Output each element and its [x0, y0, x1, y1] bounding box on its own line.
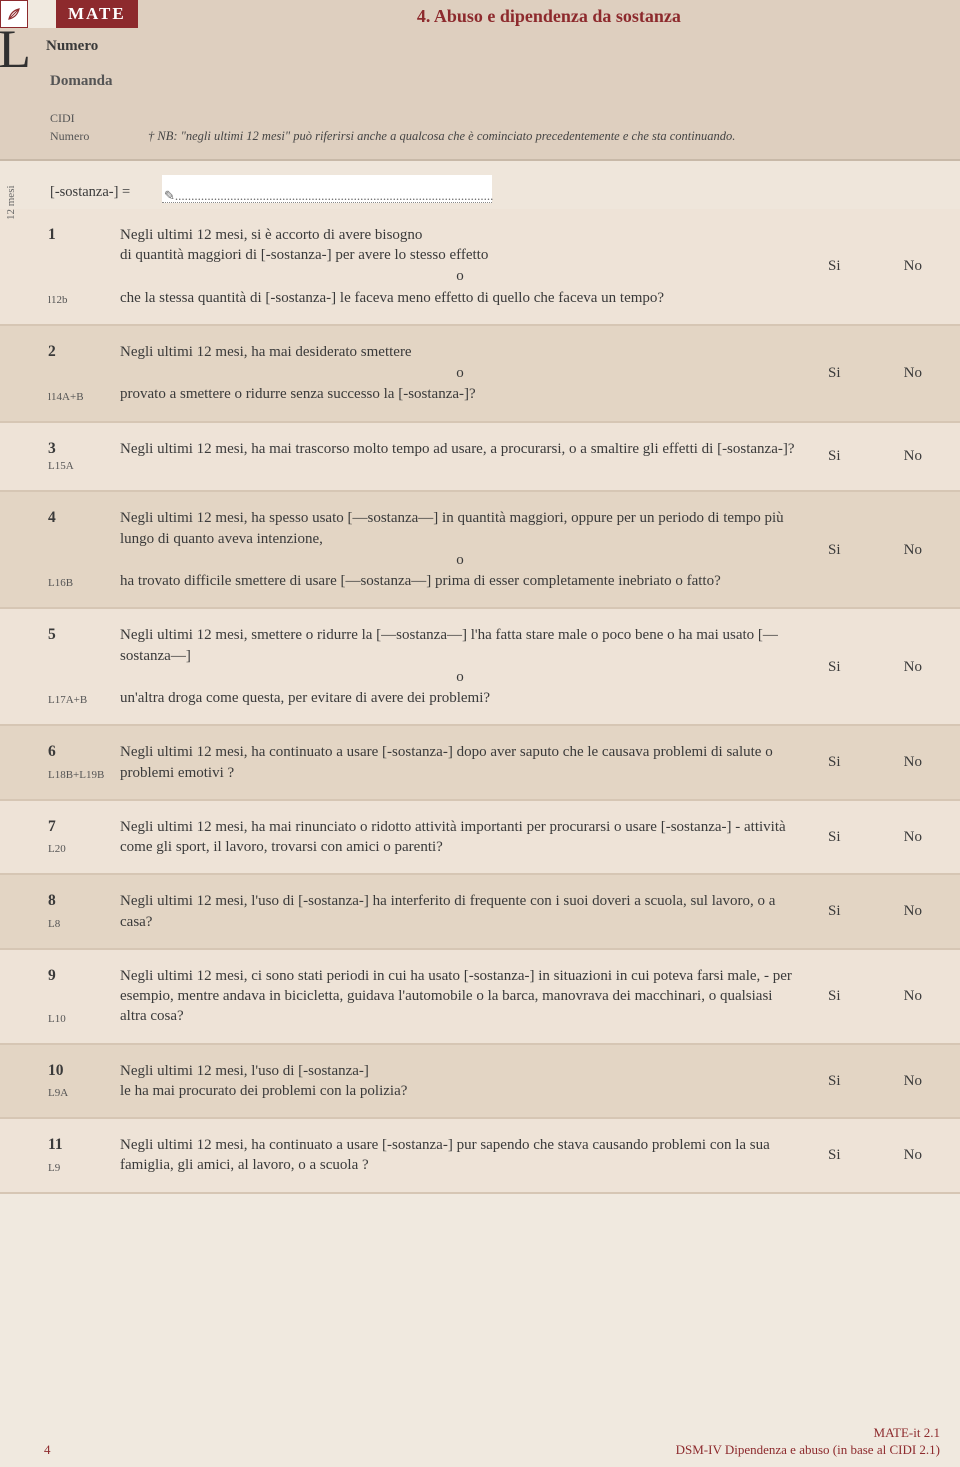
question-number: 6 [48, 742, 120, 763]
top-bar: MATE 4. Abuso e dipendenza da sostanza [0, 0, 960, 28]
question-code: L17A+B [48, 693, 120, 708]
question-row: 10 L9ANegli ultimi 12 mesi, l'uso di [-so… [0, 1045, 960, 1120]
question-row: 5 L17A+BNegli ultimi 12 mesi, smettere o … [0, 609, 960, 726]
domanda-label: Domanda [50, 70, 128, 93]
question-text: Negli ultimi 12 mesi, ha mai trascorso m… [120, 439, 810, 475]
cidi-label: CIDI [50, 109, 128, 127]
question-row: 3L15ANegli ultimi 12 mesi, ha mai trasco… [0, 423, 960, 493]
answer-yes[interactable]: Si [828, 752, 841, 772]
footer-line2: DSM-IV Dipendenza e abuso (in base al CI… [676, 1441, 940, 1459]
answer-no[interactable]: No [904, 901, 922, 921]
answer-yes[interactable]: Si [828, 256, 841, 276]
side-tab: 12 mesi [4, 185, 19, 220]
logo: MATE [56, 0, 138, 28]
answer-yes[interactable]: Si [828, 446, 841, 466]
answer-no[interactable]: No [904, 1071, 922, 1091]
answer-no[interactable]: No [904, 363, 922, 383]
question-number: 5 [48, 625, 120, 646]
question-row: 9 L10Negli ultimi 12 mesi, ci sono stati … [0, 950, 960, 1045]
question-code: L9A [48, 1086, 120, 1101]
answer-no[interactable]: No [904, 1145, 922, 1165]
question-list: 1 l12bNegli ultimi 12 mesi, si è accorto … [0, 209, 960, 1194]
answer-yes[interactable]: Si [828, 827, 841, 847]
question-code: L16B [48, 576, 120, 591]
question-row: 8 L8Negli ultimi 12 mesi, l'uso di [-sost… [0, 875, 960, 950]
answer-no[interactable]: No [904, 986, 922, 1006]
question-text: Negli ultimi 12 mesi, si è accorto di av… [120, 225, 810, 308]
question-row: 11 L9Negli ultimi 12 mesi, ha continuato … [0, 1119, 960, 1194]
question-code: L15A [48, 459, 120, 474]
footer-line1: MATE-it 2.1 [676, 1424, 940, 1442]
big-letter: L [0, 22, 31, 76]
footer: 4 MATE-it 2.1 DSM-IV Dipendenza e abuso … [0, 1424, 960, 1459]
answer-no[interactable]: No [904, 446, 922, 466]
question-row: 6 L18B+L19BNegli ultimi 12 mesi, ha conti… [0, 726, 960, 801]
sostanza-label: [-sostanza-] = [50, 183, 150, 203]
question-number: 9 [48, 966, 120, 987]
question-text: Negli ultimi 12 mesi, ha mai desiderato … [120, 342, 810, 405]
question-text: Negli ultimi 12 mesi, ci sono stati peri… [120, 966, 810, 1027]
sostanza-row: [-sostanza-] = ✎........................… [0, 161, 960, 209]
answer-no[interactable]: No [904, 657, 922, 677]
answer-yes[interactable]: Si [828, 657, 841, 677]
answer-yes[interactable]: Si [828, 986, 841, 1006]
question-text: Negli ultimi 12 mesi, l'uso di [-sostanz… [120, 891, 810, 932]
question-text: Negli ultimi 12 mesi, ha continuato a us… [120, 1135, 810, 1176]
question-code: L18B+L19B [48, 768, 120, 783]
question-row: 4 L16BNegli ultimi 12 mesi, ha spesso usa… [0, 492, 960, 609]
question-row: 2 l14A+BNegli ultimi 12 mesi, ha mai desi… [0, 326, 960, 423]
section-title: 4. Abuso e dipendenza da sostanza [138, 0, 960, 28]
page-number: 4 [44, 1441, 51, 1459]
answer-yes[interactable]: Si [828, 1071, 841, 1091]
question-text: Negli ultimi 12 mesi, ha continuato a us… [120, 742, 810, 783]
question-code: L8 [48, 917, 120, 932]
question-text: Negli ultimi 12 mesi, ha spesso usato [—… [120, 508, 810, 591]
question-number: 10 [48, 1061, 120, 1082]
answer-yes[interactable]: Si [828, 901, 841, 921]
question-text: Negli ultimi 12 mesi, smettere o ridurre… [120, 625, 810, 708]
answer-yes[interactable]: Si [828, 363, 841, 383]
sostanza-input[interactable] [162, 175, 492, 203]
question-number: 8 [48, 891, 120, 912]
question-code: l12b [48, 293, 120, 308]
question-text: Negli ultimi 12 mesi, ha mai rinunciato … [120, 817, 810, 858]
answer-no[interactable]: No [904, 540, 922, 560]
question-row: 1 l12bNegli ultimi 12 mesi, si è accorto … [0, 209, 960, 326]
question-row: 7 L20Negli ultimi 12 mesi, ha mai rinunci… [0, 801, 960, 876]
question-code: L9 [48, 1161, 120, 1176]
question-number: 3 [48, 439, 120, 460]
numero-label: Numero [46, 36, 940, 56]
answer-no[interactable]: No [904, 256, 922, 276]
question-code: L20 [48, 842, 120, 857]
answer-yes[interactable]: Si [828, 540, 841, 560]
question-code: l14A+B [48, 390, 120, 405]
header-block: Numero Domanda CIDI Numero † NB: "negli … [0, 28, 960, 161]
cidi-numero-label: Numero [50, 127, 128, 145]
question-text: Negli ultimi 12 mesi, l'uso di [-sostanz… [120, 1061, 810, 1102]
question-number: 4 [48, 508, 120, 529]
answer-no[interactable]: No [904, 827, 922, 847]
answer-no[interactable]: No [904, 752, 922, 772]
header-note: † NB: "negli ultimi 12 mesi" può riferir… [148, 128, 940, 145]
question-number: 1 [48, 225, 120, 246]
question-number: 2 [48, 342, 120, 363]
question-code: L10 [48, 1012, 120, 1027]
answer-yes[interactable]: Si [828, 1145, 841, 1165]
question-number: 7 [48, 817, 120, 838]
question-number: 11 [48, 1135, 120, 1156]
